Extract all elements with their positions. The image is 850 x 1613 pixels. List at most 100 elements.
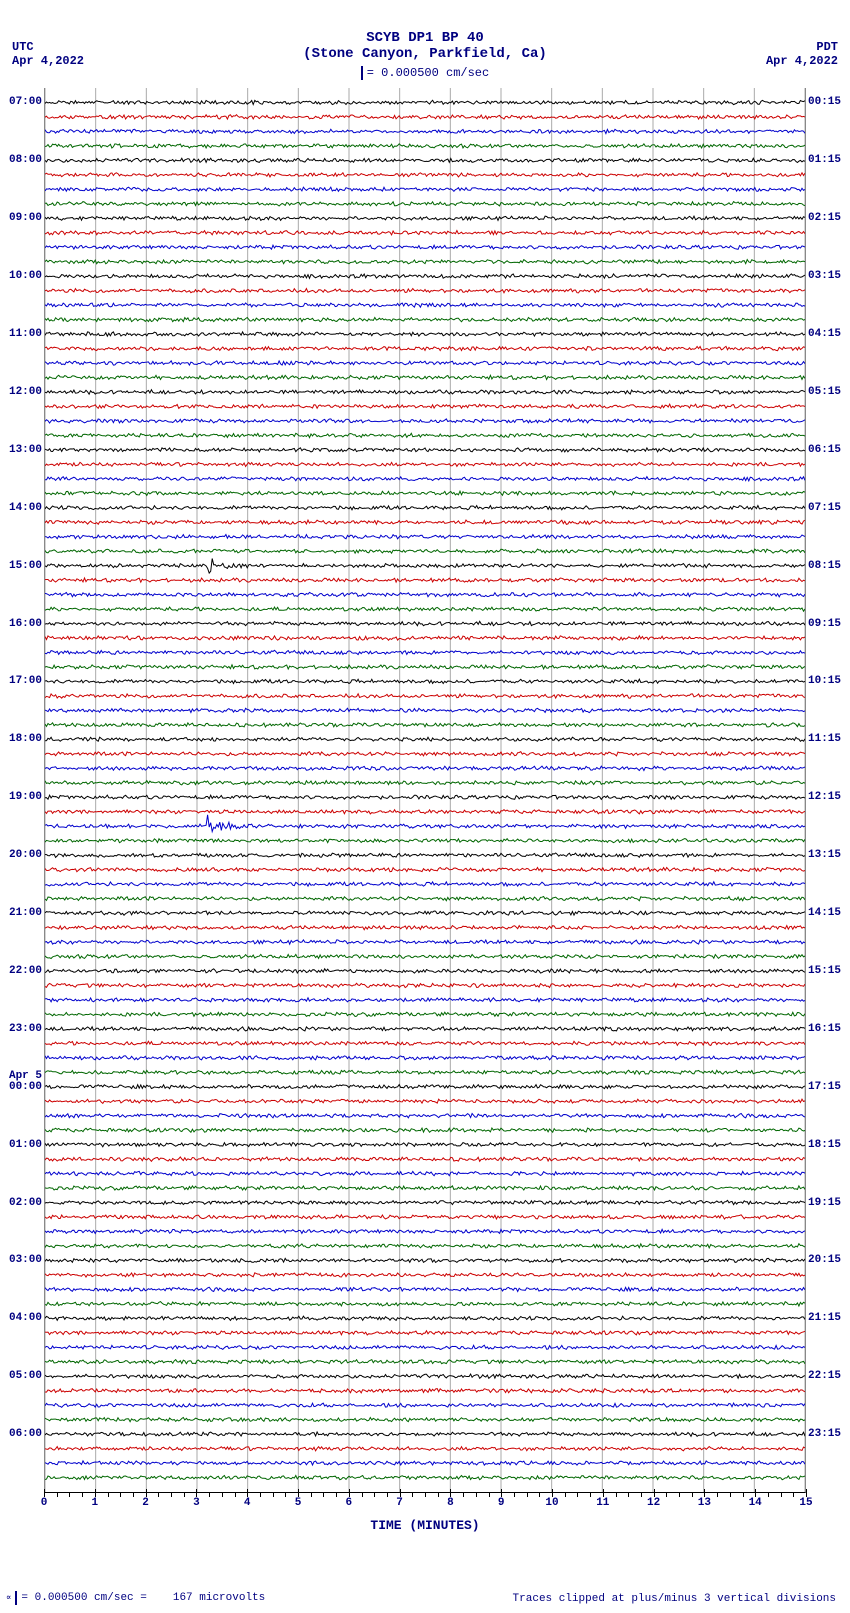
trace-line — [45, 1389, 805, 1393]
trace-line — [45, 781, 805, 785]
right-time-label: 06:15 — [808, 444, 841, 456]
trace-line — [45, 448, 805, 452]
x-minor-tick — [692, 1492, 693, 1497]
x-minor-tick — [463, 1492, 464, 1497]
trace-line — [45, 144, 805, 148]
trace-line — [45, 694, 805, 698]
trace-line — [45, 1114, 805, 1118]
right-time-label: 19:15 — [808, 1197, 841, 1209]
seismogram-plot — [44, 88, 806, 1493]
trace-line — [45, 274, 805, 278]
footer-right: Traces clipped at plus/minus 3 vertical … — [513, 1593, 836, 1605]
trace-line — [45, 390, 805, 395]
trace-line — [45, 1273, 805, 1277]
x-minor-tick — [768, 1492, 769, 1497]
x-minor-tick — [527, 1492, 528, 1497]
x-minor-tick — [336, 1492, 337, 1497]
trace-line — [45, 1244, 805, 1248]
x-minor-tick — [438, 1492, 439, 1497]
trace-line — [45, 1258, 805, 1262]
x-minor-tick — [476, 1492, 477, 1497]
left-time-label: 00:00 — [9, 1081, 42, 1093]
x-minor-tick — [793, 1492, 794, 1497]
right-time-label: 22:15 — [808, 1370, 841, 1382]
x-tick-mark — [552, 1489, 553, 1497]
scale-line: = 0.000500 cm/sec — [0, 66, 850, 80]
x-minor-tick — [641, 1492, 642, 1497]
trace-line — [45, 1229, 805, 1233]
right-time-label: 09:15 — [808, 618, 841, 630]
header: SCYB DP1 BP 40 (Stone Canyon, Parkfield,… — [0, 30, 850, 80]
trace-line — [45, 1331, 805, 1335]
trace-line — [45, 1447, 805, 1451]
x-axis-title: TIME (MINUTES) — [0, 1518, 850, 1533]
trace-line — [45, 318, 805, 322]
x-tick-mark — [501, 1489, 502, 1497]
trace-line — [45, 1027, 805, 1031]
trace-line — [45, 1070, 805, 1074]
x-tick-label: 5 — [295, 1497, 302, 1509]
x-minor-tick — [82, 1492, 83, 1497]
x-minor-tick — [323, 1492, 324, 1497]
trace-line — [45, 115, 805, 119]
x-tick-mark — [146, 1489, 147, 1497]
x-minor-tick — [387, 1492, 388, 1497]
x-tick-label: 10 — [545, 1497, 558, 1509]
trace-line — [45, 173, 805, 177]
trace-line — [45, 853, 805, 857]
x-tick-mark — [44, 1489, 45, 1497]
x-tick-mark — [755, 1489, 756, 1497]
trace-line — [45, 1099, 805, 1103]
footer-micro: 167 microvolts — [173, 1592, 265, 1604]
x-tick-label: 14 — [749, 1497, 762, 1509]
trace-line — [45, 216, 805, 220]
x-minor-tick — [69, 1492, 70, 1497]
footer-left: ∝ = 0.000500 cm/sec = 167 microvolts — [6, 1591, 265, 1605]
x-minor-tick — [730, 1492, 731, 1497]
right-time-label: 14:15 — [808, 907, 841, 919]
x-minor-tick — [171, 1492, 172, 1497]
trace-line — [45, 462, 805, 466]
x-minor-tick — [273, 1492, 274, 1497]
trace-line — [45, 477, 805, 481]
trace-line — [45, 940, 805, 944]
x-minor-tick — [539, 1492, 540, 1497]
x-minor-tick — [590, 1492, 591, 1497]
x-tick-label: 12 — [647, 1497, 660, 1509]
trace-line — [45, 361, 805, 365]
left-time-label: 18:00 — [9, 733, 42, 745]
trace-line — [45, 303, 805, 307]
x-minor-tick — [285, 1492, 286, 1497]
trace-line — [45, 607, 805, 611]
x-tick-mark — [603, 1489, 604, 1497]
trace-line — [45, 520, 805, 524]
right-time-label: 05:15 — [808, 386, 841, 398]
trace-line — [45, 911, 805, 915]
x-tick-label: 1 — [91, 1497, 98, 1509]
scale-bar-icon — [361, 66, 363, 80]
x-minor-tick — [311, 1492, 312, 1497]
trace-line — [45, 926, 805, 930]
x-tick-mark — [654, 1489, 655, 1497]
trace-line — [45, 332, 805, 336]
x-tick-label: 0 — [41, 1497, 48, 1509]
scale-text: = 0.000500 cm/sec — [367, 66, 489, 80]
trace-line — [45, 954, 805, 958]
trace-line — [45, 289, 805, 293]
trace-line — [45, 897, 805, 901]
trace-line — [45, 1128, 805, 1132]
right-time-label: 04:15 — [808, 328, 841, 340]
footer-scale-text: = 0.000500 cm/sec = — [21, 1592, 146, 1604]
x-tick-label: 13 — [698, 1497, 711, 1509]
x-minor-tick — [260, 1492, 261, 1497]
left-time-label: 03:00 — [9, 1254, 42, 1266]
traces-svg — [45, 88, 805, 1492]
left-time-label: 13:00 — [9, 444, 42, 456]
x-tick-mark — [349, 1489, 350, 1497]
right-time-label: 12:15 — [808, 791, 841, 803]
right-time-label: 17:15 — [808, 1081, 841, 1093]
x-minor-tick — [628, 1492, 629, 1497]
trace-line — [45, 882, 805, 886]
right-time-label: 15:15 — [808, 965, 841, 977]
right-time-label: 08:15 — [808, 560, 841, 572]
